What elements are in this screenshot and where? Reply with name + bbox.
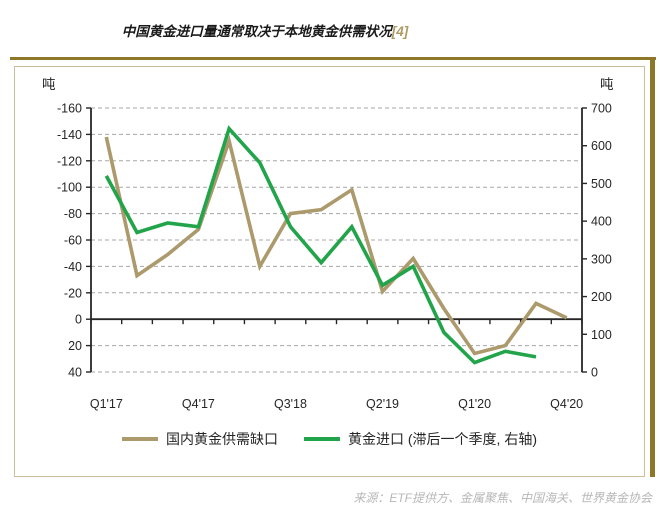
svg-text:-140: -140: [57, 128, 82, 142]
svg-text:-40: -40: [64, 260, 82, 274]
svg-text:Q2'19: Q2'19: [366, 397, 399, 411]
svg-text:-120: -120: [57, 154, 82, 168]
figure-title-text: 中国黄金进口量通常取决于本地黄金供需状况: [121, 24, 392, 39]
svg-text:400: 400: [591, 215, 612, 229]
legend-item-gold-imports: 黄金进口 (滞后一个季度, 右轴): [304, 429, 537, 449]
legend-swatch-gold-imports: [304, 437, 340, 441]
chart-legend: 国内黄金供需缺口 黄金进口 (滞后一个季度, 右轴): [15, 429, 644, 449]
svg-text:-80: -80: [64, 207, 82, 221]
svg-text:Q1'20: Q1'20: [458, 397, 491, 411]
line-chart: -160 -140 -120 -100 -80 -60 -40 -20 0 20 40 吨 700 600…: [42, 77, 614, 411]
svg-text:Q4'17: Q4'17: [182, 397, 215, 411]
svg-text:200: 200: [591, 290, 612, 304]
gold-rule: [10, 57, 656, 60]
svg-text:700: 700: [591, 102, 612, 116]
source-note: 来源：ETF提供方、金属聚焦、中国海关、世界黄金协会: [353, 491, 652, 505]
svg-text:100: 100: [591, 328, 612, 342]
series-line-domestic-gap: [104, 134, 568, 356]
svg-text:20: 20: [68, 339, 82, 353]
svg-text:-60: -60: [64, 234, 82, 248]
figure-title: 中国黄金进口量通常取决于本地黄金供需状况[4]: [0, 20, 530, 40]
svg-text:600: 600: [591, 139, 612, 153]
svg-text:300: 300: [591, 252, 612, 266]
svg-text:Q4'20: Q4'20: [550, 397, 583, 411]
right-gold-stripe: [650, 57, 655, 477]
svg-text:Q1'17: Q1'17: [90, 397, 123, 411]
chart-frame: -160 -140 -120 -100 -80 -60 -40 -20 0 20 40 吨 700 600…: [14, 66, 645, 477]
svg-text:500: 500: [591, 177, 612, 191]
svg-text:-100: -100: [57, 181, 82, 195]
legend-swatch-domestic-gap: [122, 437, 158, 441]
svg-text:0: 0: [75, 313, 82, 327]
svg-text:0: 0: [591, 366, 598, 380]
svg-text:-20: -20: [64, 286, 82, 300]
svg-text:40: 40: [68, 366, 82, 380]
legend-label-gold-imports: 黄金进口 (滞后一个季度, 右轴): [348, 431, 537, 447]
right-axis: 700 600 500 400 300 200 100 0 吨: [581, 77, 614, 380]
svg-text:Q3'18: Q3'18: [274, 397, 307, 411]
gridlines: [91, 107, 582, 373]
legend-label-domestic-gap: 国内黄金供需缺口: [166, 431, 278, 447]
left-axis-unit-label: 吨: [42, 77, 56, 92]
right-axis-unit-label: 吨: [600, 77, 614, 92]
x-axis: [90, 318, 583, 325]
legend-item-domestic-gap: 国内黄金供需缺口: [122, 429, 278, 449]
footnote-ref: [4]: [391, 24, 409, 39]
x-axis-labels: Q1'17 Q4'17 Q3'18 Q2'19 Q1'20 Q4'20: [90, 397, 583, 411]
series-line-gold-imports: [104, 125, 537, 365]
svg-text:-160: -160: [57, 102, 82, 116]
left-axis: -160 -140 -120 -100 -80 -60 -40 -20 0 20 40 吨: [42, 77, 92, 380]
